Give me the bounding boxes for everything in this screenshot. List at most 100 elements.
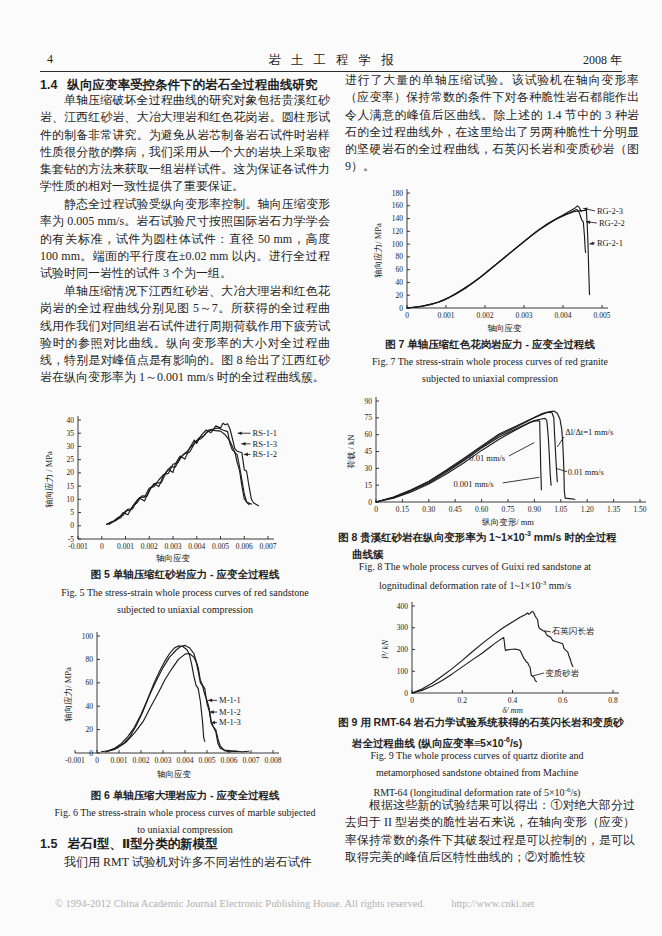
svg-text:0.001 mm/s: 0.001 mm/s [453,479,493,489]
svg-text:0.90: 0.90 [528,505,541,514]
figure-5-caption-en: Fig. 5 The stress-strain whole process c… [40,584,330,619]
svg-text:0.004: 0.004 [188,542,205,551]
svg-text:45: 45 [365,447,373,456]
svg-text:0.6: 0.6 [558,696,568,705]
issue-year: 2008 年 [583,52,622,69]
svg-text:1.20: 1.20 [581,505,594,514]
svg-text:75: 75 [365,413,373,422]
cnki-url: http://www.cnki.net [451,898,534,909]
svg-text:0.8: 0.8 [608,696,618,705]
svg-text:1.35: 1.35 [607,505,620,514]
svg-text:轴向应力 / MPa: 轴向应力 / MPa [44,451,54,508]
svg-text:0.001: 0.001 [438,311,455,320]
svg-text:RS-1-3: RS-1-3 [253,439,278,449]
svg-text:300: 300 [397,623,409,632]
copyright-text: © 1994-2012 China Academic Journal Elect… [55,898,425,909]
journal-title: 岩 土 工 程 学 报 [40,52,622,69]
section-1-5-heading: 1.5岩石Ⅰ型、Ⅱ型分类的新模型 [40,836,332,853]
svg-text:40: 40 [396,278,404,287]
svg-text:0.30: 0.30 [422,505,435,514]
figure-9-caption-zh: 图 9 用 RMT-64 岩石力学试验系统获得的石英闪长岩和变质砂 岩全过程曲线… [338,714,638,752]
svg-text:100: 100 [397,667,409,676]
paragraph-uniaxial-tests: 进行了大量的单轴压缩试验。该试验机在轴向变形率（应变率）保持常数的条件下对各种脆… [345,72,639,176]
figure-8-caption-en: Fig. 8 The whole process curves of Guixi… [330,558,620,595]
svg-text:P/ kN: P/ kN [380,639,390,660]
paragraph-curves-fig5-7: 单轴压缩情况下江西红砂岩、大冶大理岩和红色花岗岩的全过程曲线分别见图 5～7。所… [40,283,330,387]
figure-7-caption-en: Fig. 7 The stress-strain whole process c… [345,353,635,388]
svg-text:RS-1-1: RS-1-1 [253,428,278,438]
svg-text:RG-2-3: RG-2-3 [597,206,623,216]
svg-text:0.005: 0.005 [199,756,216,765]
figure-8-chart: 00.150.300.450.600.750.901.051.201.351.5… [345,396,645,536]
svg-text:80: 80 [86,655,94,664]
svg-text:石英闪长岩: 石英闪长岩 [552,626,595,636]
svg-text:100: 100 [82,632,94,641]
svg-text:90: 90 [365,397,373,406]
svg-text:M-1-2: M-1-2 [219,707,241,717]
svg-text:15: 15 [365,481,373,490]
svg-text:0: 0 [374,505,378,514]
svg-text:40: 40 [67,416,75,425]
svg-text:0.15: 0.15 [396,505,409,514]
svg-text:0: 0 [405,311,409,320]
svg-text:0: 0 [410,696,414,705]
svg-text:0.002: 0.002 [477,311,494,320]
svg-text:荷载 / kN: 荷载 / kN [346,435,356,469]
svg-text:60: 60 [86,678,94,687]
svg-text:-0.001: -0.001 [65,756,85,765]
svg-text:0.007: 0.007 [243,756,260,765]
svg-text:0.01 mm/s: 0.01 mm/s [568,467,604,477]
svg-text:10: 10 [67,495,75,504]
svg-text:RS-1-2: RS-1-2 [253,449,278,459]
figure-9-caption-en: Fig. 9 The whole process curves of quart… [332,747,622,801]
svg-text:20: 20 [67,468,75,477]
svg-text:0.002: 0.002 [141,542,158,551]
figure-6-chart: -0.00100.0010.0020.0030.0040.0050.0060.0… [40,630,330,794]
svg-text:80: 80 [396,252,404,261]
svg-text:0.002: 0.002 [133,756,150,765]
svg-text:0: 0 [95,756,99,765]
svg-text:0.60: 0.60 [475,505,488,514]
svg-text:0: 0 [89,749,93,758]
svg-text:20: 20 [396,291,404,300]
svg-text:0.008: 0.008 [265,756,282,765]
figure-5-caption-zh: 图 5 单轴压缩红砂岩应力 - 应变全过程线 [40,566,330,583]
svg-text:0.003: 0.003 [516,311,533,320]
svg-text:140: 140 [392,214,404,223]
svg-text:0: 0 [368,498,372,507]
svg-text:1.50: 1.50 [633,505,646,514]
svg-text:变质砂岩: 变质砂岩 [545,668,580,678]
figure-7-caption-zh: 图 7 单轴压缩红色花岗岩应力 - 应变全过程线 [345,336,635,353]
svg-text:15: 15 [67,482,75,491]
svg-text:0: 0 [404,689,408,698]
figure-5-chart: -0.00100.0010.0020.0030.0040.0050.0060.0… [40,412,330,568]
page-header: 4 岩 土 工 程 学 报 2008 年 [40,50,622,72]
svg-text:30: 30 [365,464,373,473]
paragraph-specimens: 单轴压缩破坏全过程曲线的研究对象包括贵溪红砂岩、江西红砂岩、大冶大理岩和红色花岗… [40,92,330,196]
svg-text:60: 60 [396,265,404,274]
svg-text:M-1-1: M-1-1 [219,695,241,705]
svg-text:5: 5 [70,508,74,517]
svg-text:轴向应变: 轴向应变 [488,323,523,333]
svg-text:60: 60 [365,430,373,439]
svg-text:0.004: 0.004 [555,311,572,320]
svg-text:0.001: 0.001 [117,542,134,551]
svg-text:轴向应力/ MPa: 轴向应力/ MPa [63,667,73,722]
page: { "header": {"page_number": "4", "journa… [0,0,662,936]
svg-text:20: 20 [86,725,94,734]
copyright-footer: © 1994-2012 China Academic Journal Elect… [55,898,655,909]
svg-text:400: 400 [397,602,409,611]
svg-text:0: 0 [399,304,403,313]
svg-text:轴向应变: 轴向应变 [156,553,191,563]
svg-text:0.003: 0.003 [155,756,172,765]
svg-text:180: 180 [392,189,404,198]
figure-6-caption-en: Fig. 6 The stress-strain whole process c… [40,804,330,839]
paragraph-static-test: 静态全过程试验受纵向变形率控制。轴向压缩变形率为 0.005 mm/s。岩石试验… [40,196,330,282]
svg-text:0.45: 0.45 [449,505,462,514]
svg-text:轴向应变: 轴向应变 [157,769,192,779]
svg-text:120: 120 [392,227,404,236]
svg-text:1.05: 1.05 [554,505,567,514]
svg-text:35: 35 [67,429,75,438]
figure-8-caption-zh: 图 8 贵溪红砂岩在纵向变形率为 1~1×10-3 mm/s 时的全过程 曲线簇 [338,525,638,563]
svg-text:30: 30 [67,442,75,451]
